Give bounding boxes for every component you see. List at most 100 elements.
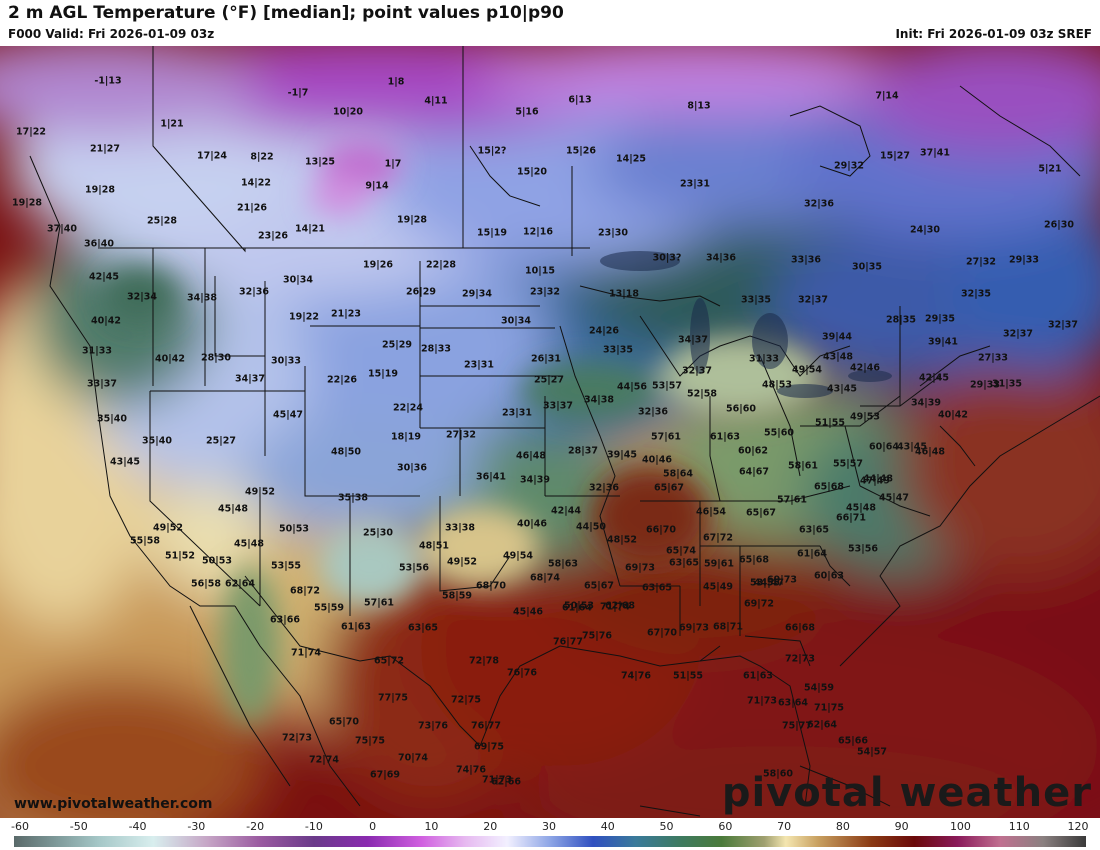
point-value-label: 55|58 — [130, 535, 160, 547]
point-value-label: 30|33 — [271, 355, 301, 367]
point-value-label: 4|11 — [424, 95, 448, 107]
point-value-label: 65|67 — [746, 507, 776, 519]
point-value-label: 9|14 — [365, 180, 389, 192]
point-value-label: 31|33 — [749, 353, 779, 365]
color-legend: -60 -50 -40 -30 -20 -10 0 10 20 30 40 50 60 70 80 90 100… — [0, 818, 1100, 850]
color-legend-tick: 70 — [777, 820, 792, 833]
point-value-label: 19|28 — [85, 184, 115, 196]
color-legend-tick: 10 — [424, 820, 439, 833]
point-value-label: 63|65 — [642, 582, 672, 594]
point-value-label: 33|38 — [445, 522, 475, 534]
point-value-label: 72|75 — [451, 694, 481, 706]
point-value-label: 46|54 — [696, 506, 726, 518]
point-value-label: 39|44 — [822, 331, 852, 343]
point-value-label: 62|66 — [491, 776, 521, 788]
point-value-label: 69|72 — [744, 598, 774, 610]
point-value-label: 69|73 — [625, 562, 655, 574]
point-value-label: 53|55 — [750, 577, 780, 589]
point-value-label: 45|49 — [703, 581, 733, 593]
point-value-label: 49|53 — [850, 411, 880, 423]
point-value-label: 35|38 — [338, 492, 368, 504]
point-value-label: 57|61 — [364, 597, 394, 609]
point-value-label: 42|45 — [89, 271, 119, 283]
point-value-label: 69|73 — [767, 574, 797, 586]
point-value-label: 37|41 — [920, 147, 950, 159]
point-value-label: 77|75 — [378, 692, 408, 704]
point-value-label: 1|21 — [160, 118, 184, 130]
point-value-label: 72|73 — [282, 732, 312, 744]
color-legend-tick: -30 — [187, 820, 206, 833]
point-value-label: 19|26 — [363, 259, 393, 271]
point-value-label: 63|65 — [669, 557, 699, 569]
point-value-label: 72|74 — [309, 754, 339, 766]
point-value-label: 75|76 — [582, 630, 612, 642]
point-value-label: 68|74 — [530, 572, 560, 584]
point-value-label: 65|66 — [838, 735, 868, 747]
point-value-label: 6|13 — [568, 94, 592, 106]
point-value-label: 25|27 — [534, 374, 564, 386]
point-value-label: 32|36 — [589, 482, 619, 494]
point-value-label: -1|7 — [287, 87, 309, 99]
color-legend-tick: 40 — [600, 820, 615, 833]
point-value-label: 71|73 — [747, 695, 777, 707]
point-value-label: 12|16 — [523, 226, 553, 238]
point-value-label: -1|13 — [94, 75, 122, 87]
point-value-label: 29|34 — [462, 288, 492, 300]
point-value-label: 14|21 — [295, 223, 325, 235]
point-value-label: 40|42 — [938, 409, 968, 421]
point-value-label: 63|65 — [408, 622, 438, 634]
color-legend-tick: 90 — [894, 820, 909, 833]
point-value-label: 45|46 — [513, 606, 543, 618]
map-header: 2 m AGL Temperature (°F) [median]; point… — [0, 0, 1100, 46]
color-legend-tick: -20 — [246, 820, 265, 833]
color-legend-tick: 50 — [659, 820, 674, 833]
point-value-label: 53|56 — [848, 543, 878, 555]
point-value-label: 71|73 — [482, 774, 512, 786]
point-value-label: 48|50 — [331, 446, 361, 458]
point-value-label: 52|58 — [687, 388, 717, 400]
point-value-label: 55|59 — [314, 602, 344, 614]
point-value-label: 21|23 — [331, 308, 361, 320]
point-value-label: 30|34 — [283, 274, 313, 286]
point-value-label: 42|46 — [850, 362, 880, 374]
point-value-label: 23|30 — [598, 227, 628, 239]
point-value-label: 66|71 — [836, 512, 866, 524]
point-value-label: 23|26 — [258, 230, 288, 242]
color-legend-tick: -10 — [304, 820, 323, 833]
point-value-label: 32|37 — [682, 365, 712, 377]
point-value-label: 32|36 — [638, 406, 668, 418]
color-legend-tick: 80 — [835, 820, 850, 833]
point-value-label: 36|40 — [84, 238, 114, 250]
point-value-label: 68|72 — [290, 585, 320, 597]
point-value-label: 45|47 — [273, 409, 303, 421]
point-value-label: 23|32 — [530, 286, 560, 298]
point-value-label: 7|14 — [875, 90, 899, 102]
point-value-label: 50|53 — [202, 555, 232, 567]
point-value-label: 26|30 — [1044, 219, 1074, 231]
point-value-label: 31|33 — [82, 345, 112, 357]
point-value-label: 27|32 — [446, 429, 476, 441]
point-value-label: 39|45 — [607, 449, 637, 461]
point-value-label: 50|53 — [564, 600, 594, 612]
point-value-label: 65|68 — [739, 554, 769, 566]
point-value-label: 62|64 — [225, 578, 255, 590]
point-value-label: 49|54 — [503, 550, 533, 562]
point-value-label: 32|34 — [127, 291, 157, 303]
point-value-label: 65|72 — [374, 655, 404, 667]
point-value-label: 29|33 — [970, 379, 1000, 391]
point-value-label: 43|45 — [827, 383, 857, 395]
point-value-label: 34|38 — [187, 292, 217, 304]
point-value-label: 45|48 — [218, 503, 248, 515]
point-value-label: 71|74 — [600, 601, 630, 613]
point-value-label: 43|45 — [897, 441, 927, 453]
point-value-label: 42|44 — [551, 505, 581, 517]
political-boundaries — [29, 46, 1100, 817]
point-value-label: 54|57 — [857, 746, 887, 758]
point-value-label: 14|22 — [241, 177, 271, 189]
point-value-label: 8|22 — [250, 151, 274, 163]
point-value-label: 15|20 — [517, 166, 547, 178]
point-value-label: 32|35 — [961, 288, 991, 300]
point-value-label: 47|49 — [860, 475, 890, 487]
point-value-label: 33|37 — [87, 378, 117, 390]
point-value-label: 43|48 — [823, 351, 853, 363]
